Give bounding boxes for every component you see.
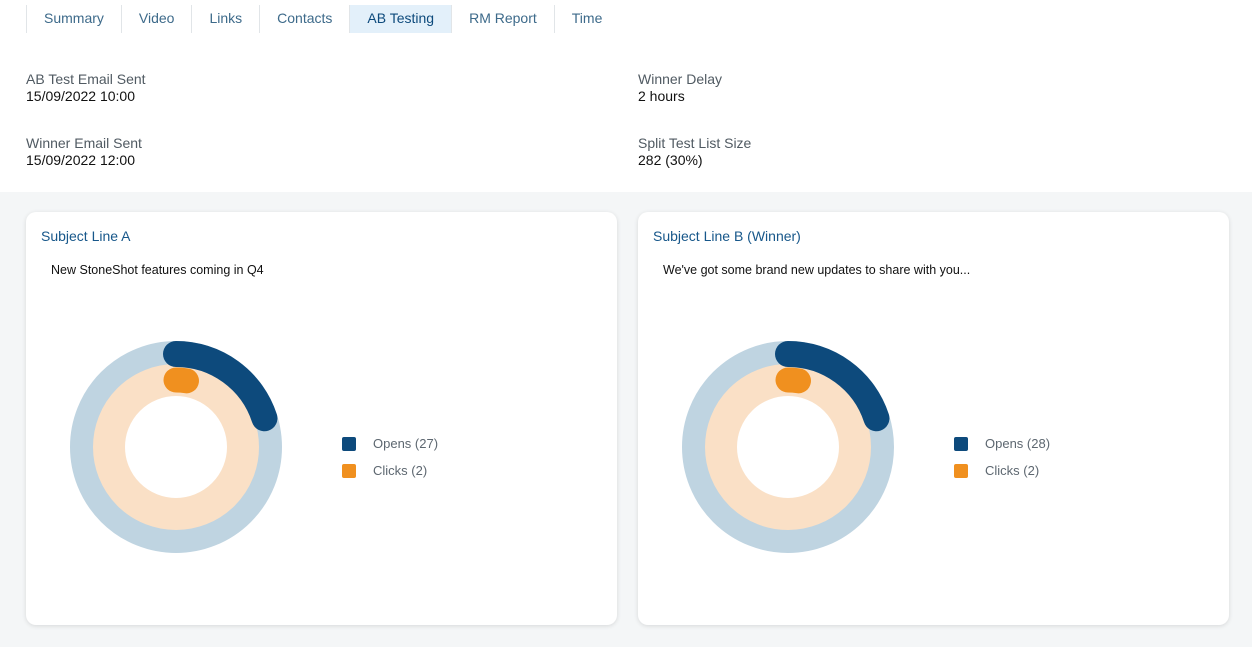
opens-label: Opens (27)	[373, 436, 439, 451]
chart-legend: Opens (27) Clicks (2)	[342, 430, 438, 484]
tab-contacts[interactable]: Contacts	[260, 5, 351, 33]
subject-line-a-card: Subject Line A New StoneShot features co…	[26, 212, 617, 625]
ab-test-sent-value: 15/09/2022 10:00	[26, 88, 135, 104]
opens-clicks-donut	[682, 341, 894, 553]
card-title: Subject Line A	[41, 228, 131, 244]
opens-swatch	[342, 436, 356, 451]
clicks-label: Clicks (2)	[985, 463, 1040, 478]
subject-line-b-card: Subject Line B (Winner) We've got some b…	[638, 212, 1229, 625]
winner-delay-label: Winner Delay	[638, 71, 723, 87]
clicks-ring-track	[93, 364, 259, 530]
legend-opens: Opens (28)	[954, 430, 1050, 457]
report-tabs: Summary Video Links Contacts AB Testing …	[26, 5, 619, 33]
winner-delay-value: 2 hours	[638, 88, 685, 104]
winner-sent-value: 15/09/2022 12:00	[26, 152, 135, 168]
clicks-ring-track	[705, 364, 871, 530]
clicks-arc	[775, 367, 811, 394]
clicks-swatch	[342, 463, 356, 478]
clicks-arc	[163, 367, 199, 394]
tab-rm-report[interactable]: RM Report	[452, 5, 555, 33]
opens-arc	[775, 341, 890, 432]
winner-sent-info: Winner Email Sent 15/09/2022 12:00	[26, 135, 142, 169]
opens-label: Opens (28)	[985, 436, 1051, 451]
opens-clicks-donut	[70, 341, 282, 553]
tab-ab-testing[interactable]: AB Testing	[350, 5, 453, 33]
tab-video[interactable]: Video	[122, 5, 193, 33]
card-title: Subject Line B (Winner)	[653, 228, 801, 244]
tab-time[interactable]: Time	[571, 10, 603, 26]
clicks-label: Clicks (2)	[373, 463, 428, 478]
clicks-swatch	[954, 463, 968, 478]
split-size-value: 282 (30%)	[638, 152, 703, 168]
winner-delay-info: Winner Delay 2 hours	[638, 71, 722, 105]
split-size-info: Split Test List Size 282 (30%)	[638, 135, 751, 169]
legend-opens: Opens (27)	[342, 430, 438, 457]
ab-test-sent-label: AB Test Email Sent	[26, 71, 146, 87]
opens-swatch	[954, 436, 968, 451]
subject-text: We've got some brand new updates to shar…	[663, 263, 971, 277]
tab-links[interactable]: Links	[192, 5, 261, 33]
ab-test-sent-info: AB Test Email Sent 15/09/2022 10:00	[26, 71, 146, 105]
subject-text: New StoneShot features coming in Q4	[51, 263, 264, 277]
legend-clicks: Clicks (2)	[954, 457, 1050, 484]
chart-legend: Opens (28) Clicks (2)	[954, 430, 1050, 484]
winner-sent-label: Winner Email Sent	[26, 135, 142, 151]
opens-arc	[163, 341, 278, 432]
legend-clicks: Clicks (2)	[342, 457, 438, 484]
tab-summary[interactable]: Summary	[26, 5, 122, 33]
split-size-label: Split Test List Size	[638, 135, 752, 151]
